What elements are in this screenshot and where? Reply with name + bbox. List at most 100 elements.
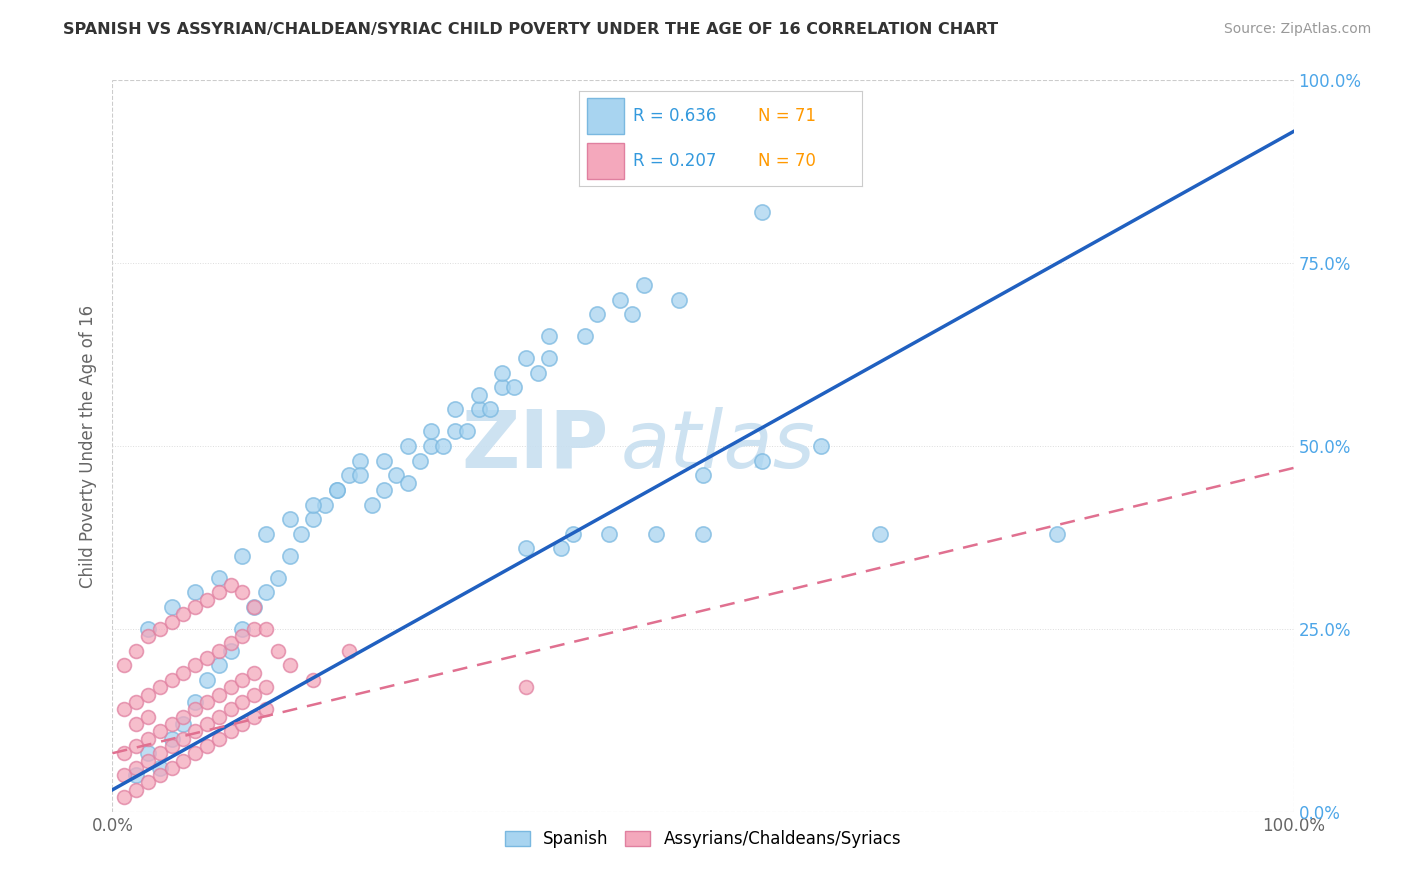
Point xyxy=(692,468,714,483)
Point xyxy=(208,644,231,658)
Point xyxy=(373,483,395,497)
Point xyxy=(125,644,148,658)
Point xyxy=(125,761,148,775)
Point xyxy=(467,388,489,402)
Point xyxy=(195,651,218,665)
Point xyxy=(231,717,253,731)
Text: ZIP: ZIP xyxy=(461,407,609,485)
Point xyxy=(208,585,231,599)
Point xyxy=(396,475,419,490)
Point xyxy=(243,622,266,636)
Point xyxy=(136,731,159,746)
Point xyxy=(243,688,266,702)
Point xyxy=(208,731,231,746)
Point xyxy=(208,709,231,723)
Point xyxy=(112,768,135,782)
Point xyxy=(349,468,371,483)
Point xyxy=(136,775,159,789)
Point xyxy=(184,585,207,599)
Point xyxy=(869,526,891,541)
Point xyxy=(385,468,408,483)
Point xyxy=(125,717,148,731)
Point xyxy=(467,402,489,417)
Point xyxy=(125,782,148,797)
Point xyxy=(550,541,572,556)
Point xyxy=(136,746,159,760)
Point xyxy=(125,739,148,753)
Point xyxy=(278,658,301,673)
Point xyxy=(574,329,596,343)
Point xyxy=(184,658,207,673)
Point xyxy=(396,439,419,453)
Point xyxy=(243,665,266,680)
Point xyxy=(219,702,242,716)
Point xyxy=(231,695,253,709)
Point xyxy=(136,629,159,643)
Point xyxy=(160,731,183,746)
Point xyxy=(254,702,277,716)
Point xyxy=(231,629,253,643)
Point xyxy=(208,571,231,585)
Point xyxy=(231,585,253,599)
Point xyxy=(267,644,290,658)
Point xyxy=(172,607,194,622)
Point xyxy=(479,402,502,417)
Point xyxy=(195,739,218,753)
Point xyxy=(172,731,194,746)
Point xyxy=(208,658,231,673)
Point xyxy=(149,761,172,775)
Point xyxy=(810,439,832,453)
Point xyxy=(290,526,312,541)
Point xyxy=(160,761,183,775)
Point xyxy=(254,585,277,599)
Text: SPANISH VS ASSYRIAN/CHALDEAN/SYRIAC CHILD POVERTY UNDER THE AGE OF 16 CORRELATIO: SPANISH VS ASSYRIAN/CHALDEAN/SYRIAC CHIL… xyxy=(63,22,998,37)
Legend: Spanish, Assyrians/Chaldeans/Syriacs: Spanish, Assyrians/Chaldeans/Syriacs xyxy=(498,823,908,855)
Point xyxy=(149,768,172,782)
Point xyxy=(692,526,714,541)
Point xyxy=(219,578,242,592)
Point xyxy=(609,293,631,307)
Text: Source: ZipAtlas.com: Source: ZipAtlas.com xyxy=(1223,22,1371,37)
Point xyxy=(136,688,159,702)
Point xyxy=(219,636,242,650)
Point xyxy=(515,351,537,366)
Point xyxy=(278,512,301,526)
Point xyxy=(444,402,467,417)
Point xyxy=(243,709,266,723)
Point xyxy=(184,695,207,709)
Point xyxy=(598,526,620,541)
Point xyxy=(444,425,467,439)
Point xyxy=(633,278,655,293)
Point xyxy=(337,644,360,658)
Point xyxy=(136,622,159,636)
Point xyxy=(621,307,644,321)
Point xyxy=(538,329,561,343)
Point xyxy=(432,439,454,453)
Point xyxy=(160,717,183,731)
Point xyxy=(160,599,183,614)
Point xyxy=(112,702,135,716)
Point xyxy=(219,644,242,658)
Point xyxy=(644,526,666,541)
Point xyxy=(326,483,349,497)
Point xyxy=(420,425,443,439)
Point xyxy=(254,681,277,695)
Text: atlas: atlas xyxy=(620,407,815,485)
Point xyxy=(668,293,690,307)
Point xyxy=(172,709,194,723)
Point xyxy=(420,439,443,453)
Point xyxy=(562,526,585,541)
Point xyxy=(125,695,148,709)
Point xyxy=(751,453,773,467)
Point xyxy=(160,673,183,687)
Point xyxy=(112,790,135,805)
Point xyxy=(585,307,607,321)
Point xyxy=(408,453,430,467)
Point xyxy=(219,681,242,695)
Point xyxy=(172,665,194,680)
Point xyxy=(172,717,194,731)
Point xyxy=(136,709,159,723)
Point xyxy=(208,688,231,702)
Point xyxy=(160,739,183,753)
Point xyxy=(1046,526,1069,541)
